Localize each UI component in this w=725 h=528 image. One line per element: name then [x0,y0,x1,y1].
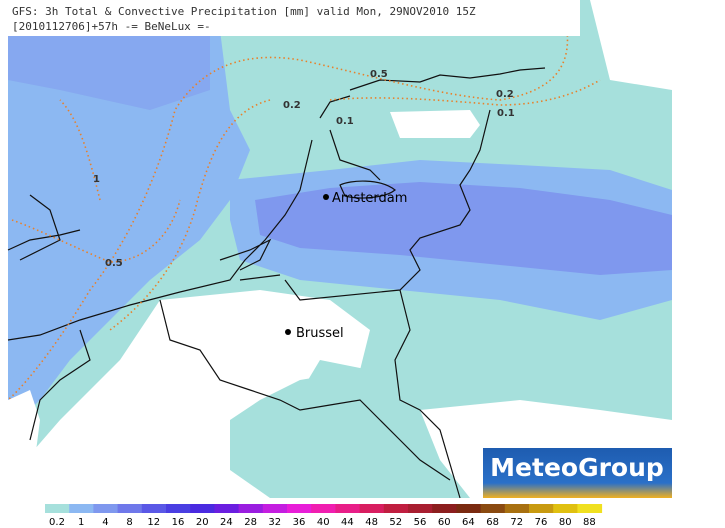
legend-label: 88 [583,517,596,528]
legend-swatch [214,504,240,513]
legend-swatch [166,504,191,513]
contour-label: 0.5 [105,258,123,269]
precip-base [280,360,460,498]
header-title: GFS: 3h Total & Convective Precipitation… [12,5,476,18]
legend-swatch [117,504,143,513]
legend-label: 68 [486,517,499,528]
contour-label: 0.2 [496,89,514,100]
city-marker [285,329,291,335]
logo-box [483,448,672,498]
contour-label: 0.1 [336,116,354,127]
city-label: Amsterdam [332,191,407,206]
legend-label: 36 [293,517,306,528]
legend-swatch [553,504,578,513]
legend-swatch [311,504,336,513]
precip-blue [255,182,672,275]
legend-label: 72 [510,517,523,528]
legend-swatch [93,504,119,513]
legend-label: 76 [535,517,548,528]
legend-swatch [432,504,457,513]
legend-swatch [577,504,603,513]
legend-label: 24 [220,517,233,528]
legend-swatch [456,504,482,513]
legend-label: 40 [317,517,330,528]
map: GFS: 3h Total & Convective Precipitation… [7,0,672,499]
contour-label: 0.5 [370,69,388,80]
precip-light-blue [8,140,160,380]
legend-label: 8 [126,517,132,528]
legend-label: 1 [78,517,84,528]
contour-label: 1 [93,174,100,185]
legend-swatch [408,504,433,513]
no-precip [8,290,370,498]
legend-label: 4 [102,517,108,528]
city-label: Brussel [296,326,344,341]
header-box [8,0,580,36]
legend-swatch [45,504,70,513]
city-marker [323,194,329,200]
legend-swatch [141,504,167,513]
legend-label: 20 [196,517,209,528]
legend-swatch [335,504,361,513]
legend-swatch [383,504,409,513]
legend-swatch [262,504,288,513]
contour-label: 0.2 [283,100,301,111]
legend-label: 12 [147,517,160,528]
legend-swatch [504,504,530,513]
legend-swatch [359,504,385,513]
legend-swatch [480,504,506,513]
legend-label: 0.2 [49,517,65,528]
header-subtitle: [2010112706]+57h -= BeNeLux =- [12,20,211,33]
legend-swatch [529,504,554,513]
legend-label: 48 [365,517,378,528]
legend-label: 16 [172,517,185,528]
no-precip [8,390,40,498]
legend-swatch [287,504,312,513]
legend-label: 56 [414,517,427,528]
legend-label: 64 [462,517,475,528]
no-precip [590,0,672,90]
legend-swatch [190,504,215,513]
logo: MeteoGroup [490,453,664,482]
legend-label: 80 [559,517,572,528]
legend-label: 60 [438,517,451,528]
legend-swatch [69,504,94,513]
contour-label: 0.1 [497,108,515,119]
legend-swatch [238,504,264,513]
color-legend: 0.2 1 4 8 12 16 20 24 28 32 36 40 44 48 52 56 60 64 68 72 76… [45,504,603,528]
no-precip [390,110,480,138]
legend-label: 32 [268,517,281,528]
legend-label: 28 [244,517,257,528]
legend-label: 52 [389,517,402,528]
legend-label: 44 [341,517,354,528]
